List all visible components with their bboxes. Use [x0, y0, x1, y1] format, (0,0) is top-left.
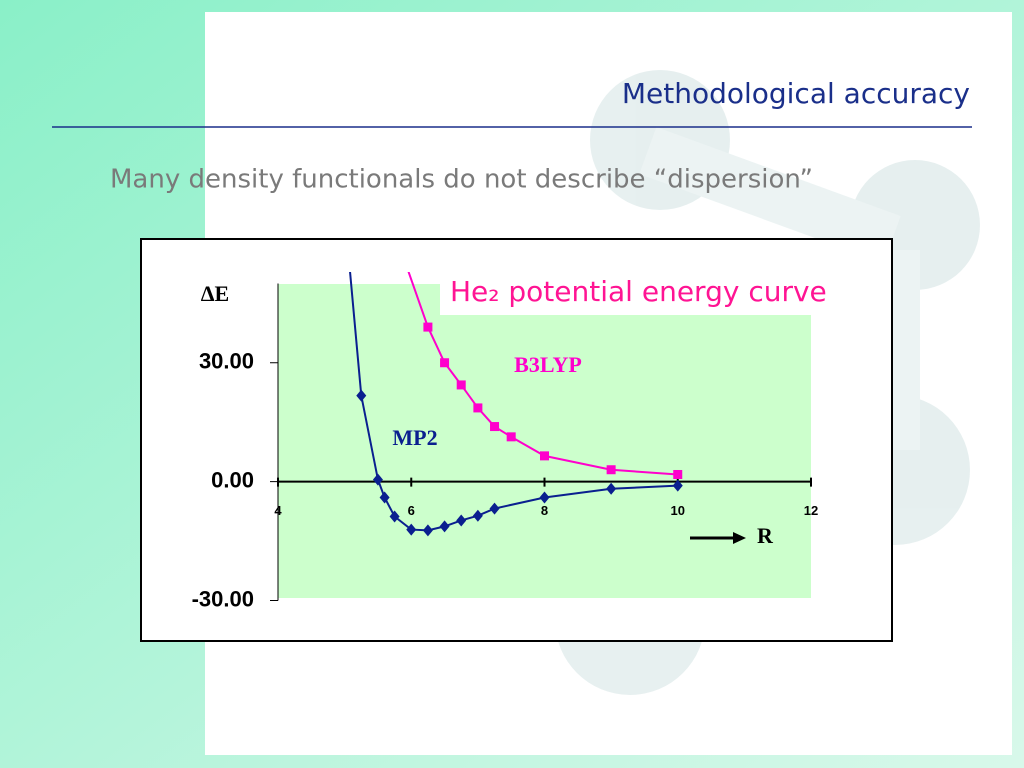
point: [389, 510, 400, 523]
point: [372, 473, 383, 486]
point: [489, 502, 500, 515]
x-tick-label: 6: [408, 503, 415, 518]
x-tick-label: 12: [804, 503, 818, 518]
point: [506, 432, 516, 442]
chart-title: He₂ potential energy curve: [450, 275, 827, 308]
subtitle: Many density functionals do not describe…: [110, 165, 813, 195]
series-label: B3LYP: [514, 352, 582, 377]
point: [356, 389, 367, 402]
y-axis-label: ΔE: [201, 281, 229, 306]
y-tick-label: 30.00: [199, 349, 254, 374]
point: [422, 524, 433, 537]
point: [423, 322, 433, 332]
series-label: MP2: [392, 425, 437, 450]
chart-title-box: [440, 268, 838, 315]
x-tick-label: 10: [671, 503, 685, 518]
point: [606, 465, 616, 475]
x-tick-label: 4: [274, 503, 282, 518]
point: [456, 514, 467, 527]
x-axis-label: R: [757, 523, 774, 548]
point: [672, 479, 683, 492]
point: [539, 491, 550, 504]
x-tick-label: 8: [541, 503, 548, 518]
plot-clip: [349, 272, 683, 537]
point: [439, 520, 450, 533]
plot-area: [278, 284, 811, 598]
point: [673, 469, 683, 479]
point: [472, 509, 483, 522]
point: [379, 491, 390, 504]
series-line: [407, 272, 678, 476]
point: [540, 451, 549, 461]
y-tick-label: -30.00: [192, 586, 254, 611]
point: [473, 403, 483, 413]
point: [440, 358, 450, 368]
slide-title: Methodological accuracy: [622, 77, 970, 110]
point: [456, 380, 466, 390]
x-arrow-head: [733, 532, 746, 544]
y-tick-label: 0.00: [211, 467, 254, 492]
point: [490, 422, 500, 432]
point: [606, 482, 617, 495]
point: [406, 523, 417, 536]
